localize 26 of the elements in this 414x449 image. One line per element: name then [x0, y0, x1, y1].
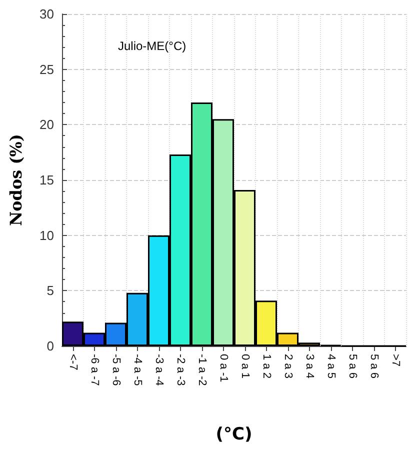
x-tick-label: 5 a 6: [368, 354, 380, 378]
y-tick-label: 0: [46, 338, 54, 354]
x-tick-label: -4 a -5: [131, 354, 144, 386]
text: Julio-ME(°C): [118, 39, 186, 53]
x-tick-label: 1 a 2: [260, 354, 272, 378]
x-tick-label: 2 a 3: [282, 354, 294, 378]
x-tick-label: 0 a -1: [217, 354, 230, 382]
x-tick-label: -6 a -7: [88, 354, 100, 386]
y-axis-title: Nodos (%): [6, 134, 26, 226]
y-tick-label: 30: [40, 6, 54, 22]
y-tick-label: 20: [40, 117, 54, 132]
x-tick-label: >7: [389, 354, 402, 367]
x-tick-label: 5 a 6: [346, 354, 358, 378]
x-tick-label: -5 a -6: [110, 354, 122, 386]
y-tick-label: 15: [40, 172, 54, 188]
x-tick-label: -1 a -2: [196, 354, 208, 386]
x-tick-label: -3 a -4: [152, 354, 165, 386]
x-tick-label: <-7: [66, 354, 79, 370]
y-tick-label: 5: [46, 283, 54, 298]
y-tick-label: 25: [40, 62, 54, 77]
x-axis-title: (°C): [216, 424, 252, 444]
x-tick-label: 3 a 4: [303, 354, 316, 378]
x-tick-label: 4 a 5: [324, 354, 337, 378]
y-tick-label: 10: [40, 228, 54, 243]
x-tick-label: -2 a -3: [174, 354, 186, 386]
x-tick-label: 0 a 1: [238, 354, 251, 378]
